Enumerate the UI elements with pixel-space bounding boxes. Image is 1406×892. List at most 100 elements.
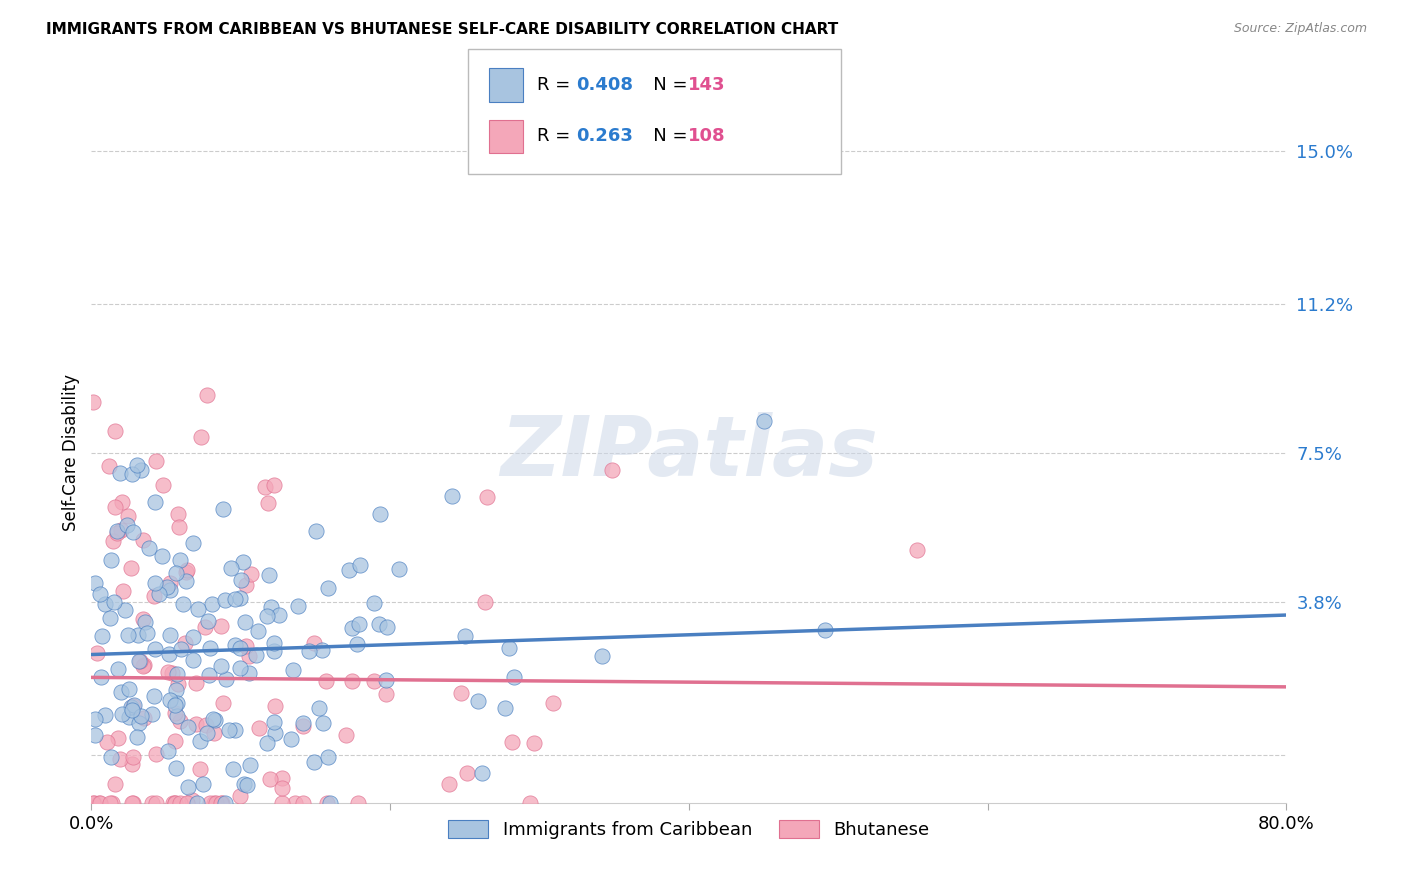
Point [101, 796, 124, 810]
Point [456, 766, 478, 780]
Point [235, 578, 257, 592]
Point [201, 597, 224, 611]
Point [316, 582, 339, 596]
Point [186, 676, 208, 690]
Point [229, 591, 252, 605]
Point [236, 778, 259, 792]
Point [111, 707, 134, 722]
Point [177, 720, 200, 734]
Point [233, 777, 256, 791]
Point [204, 714, 226, 728]
Point [600, 463, 623, 477]
Point [121, 796, 143, 810]
Point [120, 700, 142, 714]
Point [127, 628, 149, 642]
Point [107, 662, 129, 676]
Point [368, 617, 391, 632]
Point [128, 716, 150, 731]
Point [257, 568, 280, 582]
Point [263, 636, 285, 650]
Point [110, 523, 132, 537]
Point [197, 668, 219, 682]
Point [256, 608, 278, 623]
Point [347, 616, 370, 631]
Point [202, 726, 225, 740]
Text: R =: R = [537, 76, 576, 94]
Point [260, 599, 283, 614]
Point [165, 682, 187, 697]
Point [165, 566, 187, 581]
Point [121, 796, 143, 810]
Point [172, 597, 194, 611]
Point [233, 615, 256, 630]
Point [100, 553, 122, 567]
Point [209, 619, 232, 633]
Point [212, 696, 235, 710]
Point [107, 731, 129, 745]
Point [212, 502, 235, 516]
Point [125, 730, 148, 744]
Point [163, 734, 186, 748]
Point [107, 526, 129, 541]
Point [363, 673, 385, 688]
Point [117, 509, 139, 524]
Point [190, 430, 212, 444]
Point [166, 708, 188, 723]
Point [814, 624, 837, 638]
Point [195, 726, 218, 740]
Point [240, 567, 263, 582]
Point [170, 642, 193, 657]
Point [474, 594, 496, 608]
Point [263, 478, 285, 492]
Point [229, 640, 252, 655]
Point [159, 692, 181, 706]
Point [165, 706, 187, 720]
Point [111, 583, 134, 598]
Point [143, 495, 166, 509]
Point [318, 750, 340, 764]
Point [145, 747, 167, 761]
Point [264, 698, 287, 713]
Point [349, 558, 371, 572]
Point [477, 490, 499, 504]
Point [453, 629, 475, 643]
Point [374, 673, 396, 687]
Point [122, 698, 145, 713]
Point [340, 673, 363, 688]
Point [156, 744, 179, 758]
Point [211, 796, 233, 810]
Point [246, 624, 269, 639]
Text: Source: ZipAtlas.com: Source: ZipAtlas.com [1233, 22, 1367, 36]
Point [167, 520, 190, 534]
Point [169, 796, 191, 810]
Point [86, 646, 108, 660]
Point [122, 699, 145, 714]
Point [450, 686, 472, 700]
Point [98, 611, 121, 625]
Point [186, 796, 208, 810]
Point [259, 772, 281, 786]
Text: N =: N = [636, 128, 693, 145]
Point [247, 721, 270, 735]
Point [111, 495, 134, 509]
Point [302, 755, 325, 769]
Point [132, 711, 155, 725]
Point [271, 772, 294, 786]
Point [131, 463, 153, 477]
Point [197, 614, 219, 628]
Point [129, 654, 152, 668]
Point [150, 549, 173, 563]
Point [120, 561, 142, 575]
Point [132, 612, 155, 626]
Point [342, 621, 364, 635]
Point [89, 796, 111, 810]
Point [239, 758, 262, 772]
Point [181, 536, 204, 550]
Point [132, 658, 155, 673]
Point [441, 489, 464, 503]
Point [121, 756, 143, 771]
Point [82, 796, 104, 810]
Point [174, 565, 197, 579]
Point [82, 394, 104, 409]
Point [388, 562, 411, 576]
